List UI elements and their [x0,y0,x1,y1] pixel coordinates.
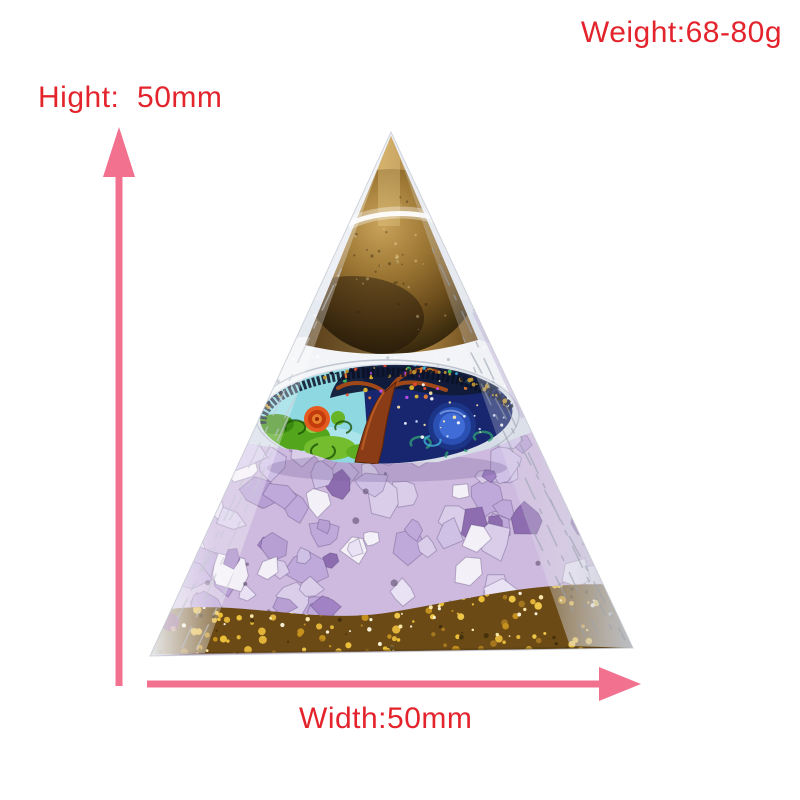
sun-motif [304,406,330,432]
moon-motif [433,407,471,445]
pyramid-outline [149,130,634,657]
height-label: Hight: 50mm [38,81,223,114]
width-label: Width:50mm [299,702,473,735]
height-arrow [103,127,135,686]
weight-label: Weight:68-80g [580,16,782,49]
width-arrow [147,667,641,701]
